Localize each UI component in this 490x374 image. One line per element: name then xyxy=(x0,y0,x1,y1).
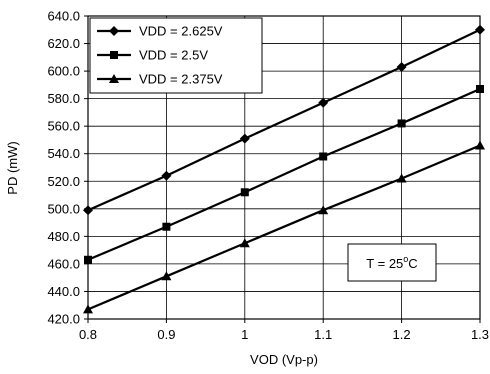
y-axis-label: PD (mW) xyxy=(5,141,20,194)
data-point-square xyxy=(397,119,406,128)
x-tick-label: 1.2 xyxy=(393,327,411,342)
series-diamond xyxy=(83,24,485,216)
data-point-triangle xyxy=(396,173,407,183)
series-line xyxy=(87,87,481,261)
data-point-diamond xyxy=(161,170,172,181)
legend-label: VDD = 2.5V xyxy=(139,48,208,63)
x-tick-label: 1.3 xyxy=(471,327,489,342)
x-axis-ticks: 0.8 0.9 1 1.1 1.2 1.3 xyxy=(79,319,489,342)
data-point-square xyxy=(319,152,328,161)
data-point-triangle xyxy=(318,205,329,215)
y-tick-label: 420.0 xyxy=(47,312,80,327)
data-point-square xyxy=(84,255,92,264)
y-tick-label: 440.0 xyxy=(47,284,80,299)
x-tick-label: 0.9 xyxy=(157,327,175,342)
data-point-triangle xyxy=(239,238,250,248)
data-point-diamond xyxy=(109,26,119,36)
data-point-square xyxy=(240,188,249,197)
data-point-triangle xyxy=(161,271,172,281)
series-group xyxy=(83,24,485,314)
x-axis-label: VOD (Vp-p) xyxy=(250,352,318,367)
data-point-diamond xyxy=(318,97,329,108)
y-tick-label: 480.0 xyxy=(47,229,80,244)
plot-frame xyxy=(87,15,481,320)
legend-item: VDD = 2.5V xyxy=(97,48,208,63)
annotation-suffix: C xyxy=(408,256,417,271)
data-point-triangle xyxy=(83,304,93,314)
y-tick-label: 620.0 xyxy=(47,36,80,51)
legend: VDD = 2.625V VDD = 2.5V VDD = 2.375V xyxy=(89,17,263,94)
y-tick-label: 640.0 xyxy=(47,9,80,24)
data-point-diamond xyxy=(396,61,407,72)
series-triangle xyxy=(83,140,485,314)
annotation-text: T = 25oC xyxy=(366,254,417,271)
legend-label: VDD = 2.625V xyxy=(139,24,223,39)
data-point-square xyxy=(476,84,484,93)
x-tick-label: 1 xyxy=(241,327,248,342)
y-tick-label: 500.0 xyxy=(47,201,80,216)
y-tick-label: 580.0 xyxy=(47,91,80,106)
legend-item: VDD = 2.625V xyxy=(97,24,223,39)
data-point-diamond xyxy=(83,205,93,216)
legend-label: VDD = 2.375V xyxy=(139,72,223,87)
data-point-square xyxy=(162,222,171,231)
data-point-diamond xyxy=(475,24,485,35)
series-line xyxy=(87,28,481,212)
data-point-diamond xyxy=(239,133,250,144)
y-tick-label: 560.0 xyxy=(47,119,80,134)
annotation-box xyxy=(347,243,437,282)
temperature-annotation: T = 25oC xyxy=(347,243,437,282)
series-line xyxy=(87,144,481,311)
legend-item: VDD = 2.375V xyxy=(97,72,223,87)
x-tick-label: 1.1 xyxy=(314,327,332,342)
y-axis-ticks: 420.0 440.0 460.0 480.0 500.0 520.0 540.0 560.0… xyxy=(47,9,88,327)
data-point-triangle xyxy=(475,140,485,150)
annotation-superscript: o xyxy=(403,254,408,264)
series-square xyxy=(84,84,484,264)
data-point-triangle xyxy=(109,74,119,83)
x-tick-label: 0.8 xyxy=(79,327,97,342)
y-tick-label: 540.0 xyxy=(47,146,80,161)
y-tick-label: 600.0 xyxy=(47,64,80,79)
annotation-prefix: T = 25 xyxy=(366,256,403,271)
data-point-square xyxy=(110,51,118,59)
y-tick-label: 460.0 xyxy=(47,256,80,271)
y-tick-label: 520.0 xyxy=(47,174,80,189)
